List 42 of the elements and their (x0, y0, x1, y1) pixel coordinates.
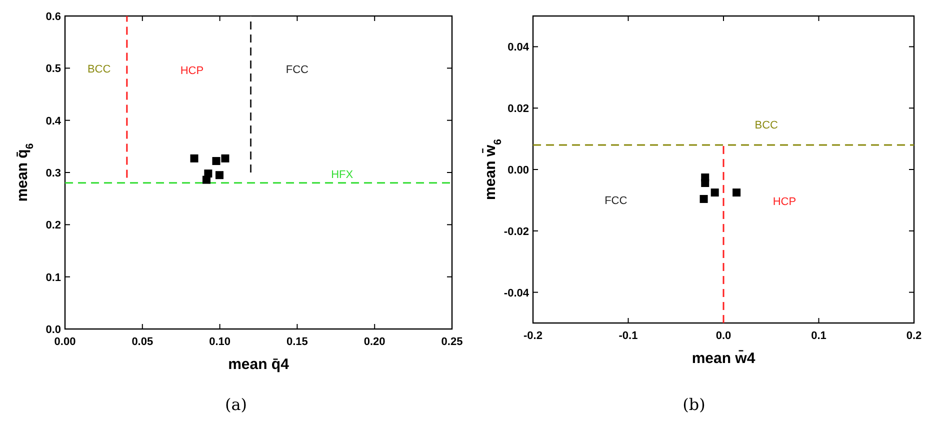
y-tick-label: 0.04 (508, 42, 530, 54)
x-tick-label: 0.15 (286, 336, 308, 348)
point (190, 154, 198, 162)
y-tick-label: 0.1 (46, 272, 61, 284)
y-tick-label: 0.6 (46, 11, 61, 23)
y-tick-label: 0.02 (508, 103, 529, 116)
y-tick-label: -0.04 (504, 287, 530, 300)
x-tick-label: -0.2 (524, 330, 542, 342)
point (710, 188, 719, 197)
annotation: HCP (180, 65, 204, 78)
x-tick-label: 0.20 (364, 336, 386, 348)
x-tick-label: 0.2 (906, 330, 922, 342)
point (212, 157, 220, 166)
y-tick-label: 0.2 (46, 220, 61, 232)
y-tick-label: 0.3 (46, 168, 61, 180)
x-tick-label: -0.1 (618, 330, 638, 342)
x-axis-title: mean w̄4 (692, 350, 756, 367)
point (215, 171, 224, 180)
x-tick-label: 0.00 (54, 336, 76, 348)
point (701, 179, 710, 188)
x-tick-label: 0.25 (441, 336, 463, 348)
y-tick-label: 0.4 (46, 115, 62, 128)
y-tick-label: 0.5 (46, 63, 61, 76)
x-tick-label: 0.0 (716, 330, 732, 342)
point (700, 194, 708, 203)
annotation: BCC (754, 119, 778, 132)
x-tick-label: 0.10 (209, 336, 231, 348)
x-axis-title: mean q̄4 (228, 356, 290, 373)
annotation: FCC (604, 195, 628, 208)
x-tick-label: 0.05 (132, 336, 154, 348)
annotation: HFX (331, 169, 354, 182)
annotation: FCC (286, 64, 309, 76)
point (732, 188, 741, 197)
annotation: BCC (87, 63, 111, 76)
y-tick-label: -0.02 (504, 226, 529, 238)
annotation: HCP (772, 196, 796, 208)
text: (a) (224, 395, 248, 414)
point (221, 154, 230, 162)
point (202, 176, 210, 184)
text: (b) (682, 395, 706, 414)
y-tick-label: 0.00 (508, 164, 529, 176)
x-tick-label: 0.1 (811, 330, 826, 342)
